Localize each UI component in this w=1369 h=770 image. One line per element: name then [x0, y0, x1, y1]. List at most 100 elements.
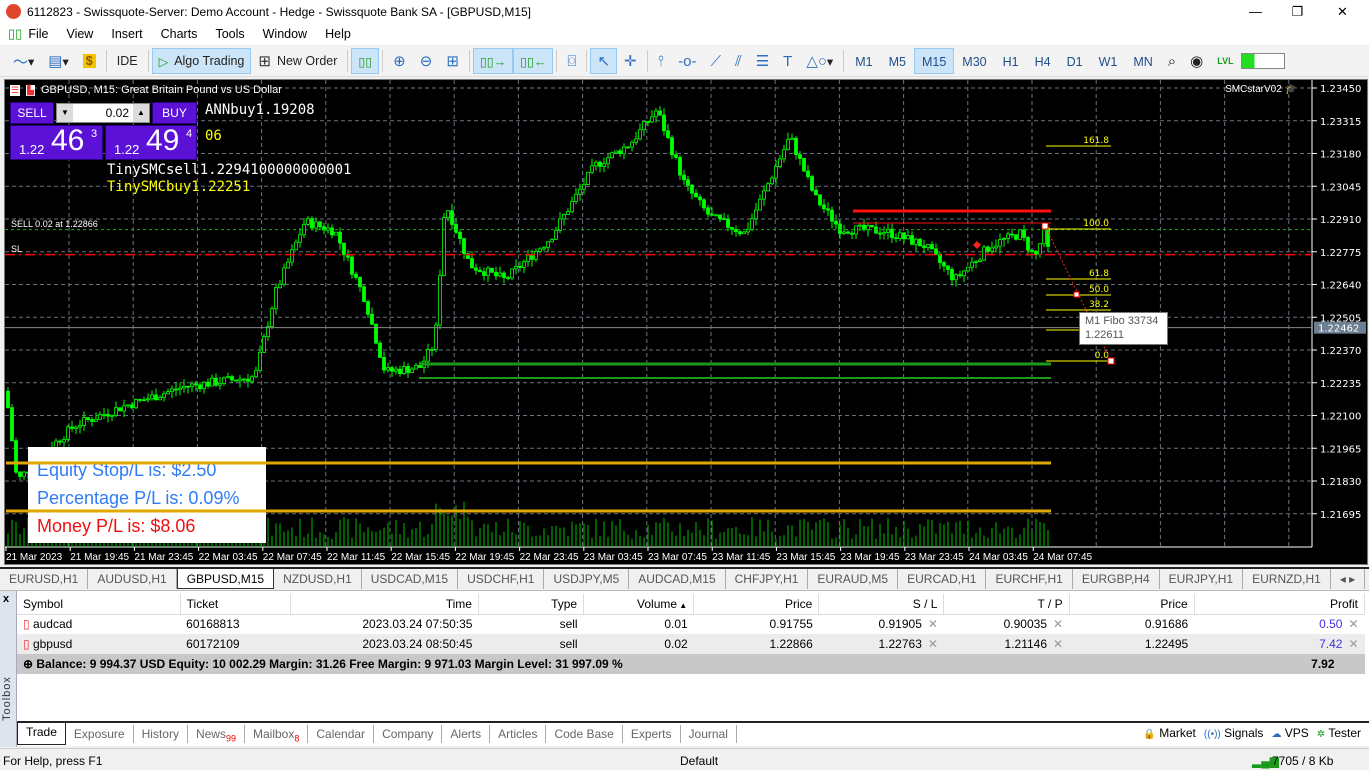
menu-insert[interactable]: Insert: [111, 27, 143, 41]
toolbox-tab-code-base[interactable]: Code Base: [546, 725, 623, 743]
chart-tab[interactable]: EURJPY,H1: [1160, 569, 1244, 589]
remove-icon[interactable]: ✕: [927, 637, 938, 651]
trendline-button[interactable]: ⟋: [703, 48, 728, 74]
tf-d1[interactable]: D1: [1066, 55, 1083, 69]
maximize-button[interactable]: ❐: [1291, 4, 1304, 19]
ask-price-button[interactable]: 1.22 49 4: [105, 124, 197, 160]
algo-trading-button[interactable]: ▷ Algo Trading: [151, 48, 252, 74]
menu-tools[interactable]: Tools: [215, 27, 245, 41]
column-header[interactable]: Price: [693, 594, 820, 615]
column-header[interactable]: Volume ▲: [583, 594, 695, 615]
chart-tab[interactable]: EURUSD,H1: [0, 569, 89, 589]
volume-decrease-button[interactable]: ▼: [57, 104, 73, 122]
screenshot-button[interactable]: ⌼: [560, 48, 583, 74]
autoscroll-button[interactable]: ▯▯→: [472, 48, 514, 74]
horizontal-line-button[interactable]: -o-: [671, 48, 703, 74]
indicators-button[interactable]: ▤ ▾: [48, 53, 69, 70]
vertical-line-button[interactable]: ⫯: [651, 48, 672, 74]
crosshair-button[interactable]: ✛: [617, 48, 644, 74]
menu-charts[interactable]: Charts: [160, 27, 198, 41]
toolbox-tab-company[interactable]: Company: [374, 725, 443, 743]
tf-mn[interactable]: MN: [1133, 55, 1153, 69]
chart-tab[interactable]: EURNZD,H1: [1243, 569, 1331, 589]
volume-increase-button[interactable]: ▲: [133, 104, 149, 122]
column-header[interactable]: Symbol: [17, 594, 181, 615]
tf-h4[interactable]: H4: [1034, 55, 1051, 69]
signals-button[interactable]: ((•)) Signals: [1204, 726, 1264, 745]
tab-scroll-arrows[interactable]: ◂ ▸: [1331, 569, 1366, 589]
column-header[interactable]: Time: [290, 594, 479, 615]
close-button[interactable]: ✕: [1337, 4, 1348, 19]
position-row[interactable]: ▯ audcad 60168813 2023.03.24 07:50:35 sell 0…: [17, 614, 1365, 634]
chart-tab[interactable]: AUDUSD,H1: [88, 569, 177, 589]
column-header[interactable]: Ticket: [180, 594, 291, 615]
tester-button[interactable]: ✲ Tester: [1317, 726, 1361, 745]
toolbox-tab-history[interactable]: History: [134, 725, 188, 743]
market-button[interactable]: $: [76, 48, 103, 74]
menu-file[interactable]: File: [28, 27, 49, 41]
zoom-out-button[interactable]: ⊖: [413, 48, 440, 74]
toolbox-tab-calendar[interactable]: Calendar: [308, 725, 375, 743]
menu-view[interactable]: View: [66, 27, 94, 41]
chart-tab[interactable]: NZDUSD,H1: [274, 569, 362, 589]
chart-tab[interactable]: AUDCAD,M15: [629, 569, 726, 589]
chart-tab[interactable]: EURGBP,H4: [1073, 569, 1160, 589]
toolbox-tab-alerts[interactable]: Alerts: [442, 725, 491, 743]
column-header[interactable]: Profit: [1194, 594, 1366, 615]
tile-button[interactable]: ⊞: [439, 48, 466, 74]
market-button[interactable]: 🔒 Market: [1143, 726, 1195, 745]
shapes-button[interactable]: △○ ▾: [806, 53, 834, 70]
toolbox-tab-exposure[interactable]: Exposure: [66, 725, 134, 743]
toolbox-tab-mailbox[interactable]: Mailbox8: [245, 725, 309, 743]
menu-help[interactable]: Help: [325, 27, 351, 41]
bid-price-button[interactable]: 1.22 46 3: [10, 124, 103, 160]
buy-button[interactable]: BUY: [152, 102, 197, 124]
tf-m1[interactable]: M1: [855, 55, 873, 69]
position-row[interactable]: ▯ gbpusd 60172109 2023.03.24 08:50:45 sell 0…: [17, 634, 1365, 654]
toolbox-tab-articles[interactable]: Articles: [490, 725, 547, 743]
chart-tab[interactable]: USDCHF,H1: [458, 569, 545, 589]
chart-window[interactable]: 1.23450 1.23315 1.23180 1.23045 1.22910 1.227…: [4, 79, 1368, 565]
tf-h1[interactable]: H1: [1002, 55, 1019, 69]
column-header[interactable]: T / P: [943, 594, 1070, 615]
remove-icon[interactable]: ✕: [1348, 617, 1359, 632]
remove-icon[interactable]: ✕: [927, 617, 938, 632]
account-button[interactable]: ◉: [1183, 48, 1210, 74]
status-profile[interactable]: Default: [680, 754, 719, 768]
expand-icon[interactable]: ⊕: [23, 657, 37, 671]
chart-tab[interactable]: EURCAD,H1: [898, 569, 987, 589]
chart-tab[interactable]: USDJPY,M5: [544, 569, 630, 589]
toolbox-tab-experts[interactable]: Experts: [623, 725, 681, 743]
chart-shift-button[interactable]: ▯▯←: [513, 48, 554, 74]
lvl-button[interactable]: LVL: [1210, 48, 1240, 74]
new-order-button[interactable]: ⊞ New Order: [251, 48, 344, 74]
chart-tab[interactable]: GBPUSD,M15: [176, 569, 275, 589]
remove-icon[interactable]: ✕: [1053, 617, 1064, 632]
sell-button[interactable]: SELL: [10, 102, 54, 124]
line-chart-button[interactable]: 〜 ▾: [6, 48, 41, 74]
candlestick-button[interactable]: ▯▯: [351, 48, 380, 74]
ide-button[interactable]: IDE: [116, 54, 138, 68]
tf-m5[interactable]: M5: [888, 55, 906, 69]
search-button[interactable]: ⌕: [1161, 48, 1183, 74]
zoom-in-button[interactable]: ⊕: [386, 48, 413, 74]
channel-button[interactable]: ⫽: [728, 48, 749, 74]
volume-input[interactable]: 0.02: [105, 106, 129, 120]
chart-tab[interactable]: USDCAD,M15: [362, 569, 459, 589]
cursor-button[interactable]: ↖: [590, 48, 618, 74]
text-button[interactable]: T: [776, 48, 799, 74]
chart-tab[interactable]: EURAUD,M5: [808, 569, 899, 589]
column-header[interactable]: Type: [478, 594, 585, 615]
column-header[interactable]: S / L: [818, 594, 945, 615]
minimize-button[interactable]: —: [1249, 4, 1262, 19]
toolbox-tab-news[interactable]: News99: [188, 725, 245, 743]
fibonacci-button[interactable]: ☰: [749, 48, 776, 74]
toolbox-tab-journal[interactable]: Journal: [681, 725, 737, 743]
tf-m30[interactable]: M30: [962, 55, 987, 69]
tf-w1[interactable]: W1: [1098, 55, 1118, 69]
chart-tab[interactable]: EURCHF,H1: [986, 569, 1073, 589]
column-header[interactable]: Price: [1069, 594, 1195, 615]
chart-tab[interactable]: CHFJPY,H1: [726, 569, 809, 589]
remove-icon[interactable]: ✕: [1053, 637, 1064, 651]
close-toolbox-icon[interactable]: x: [3, 593, 10, 605]
